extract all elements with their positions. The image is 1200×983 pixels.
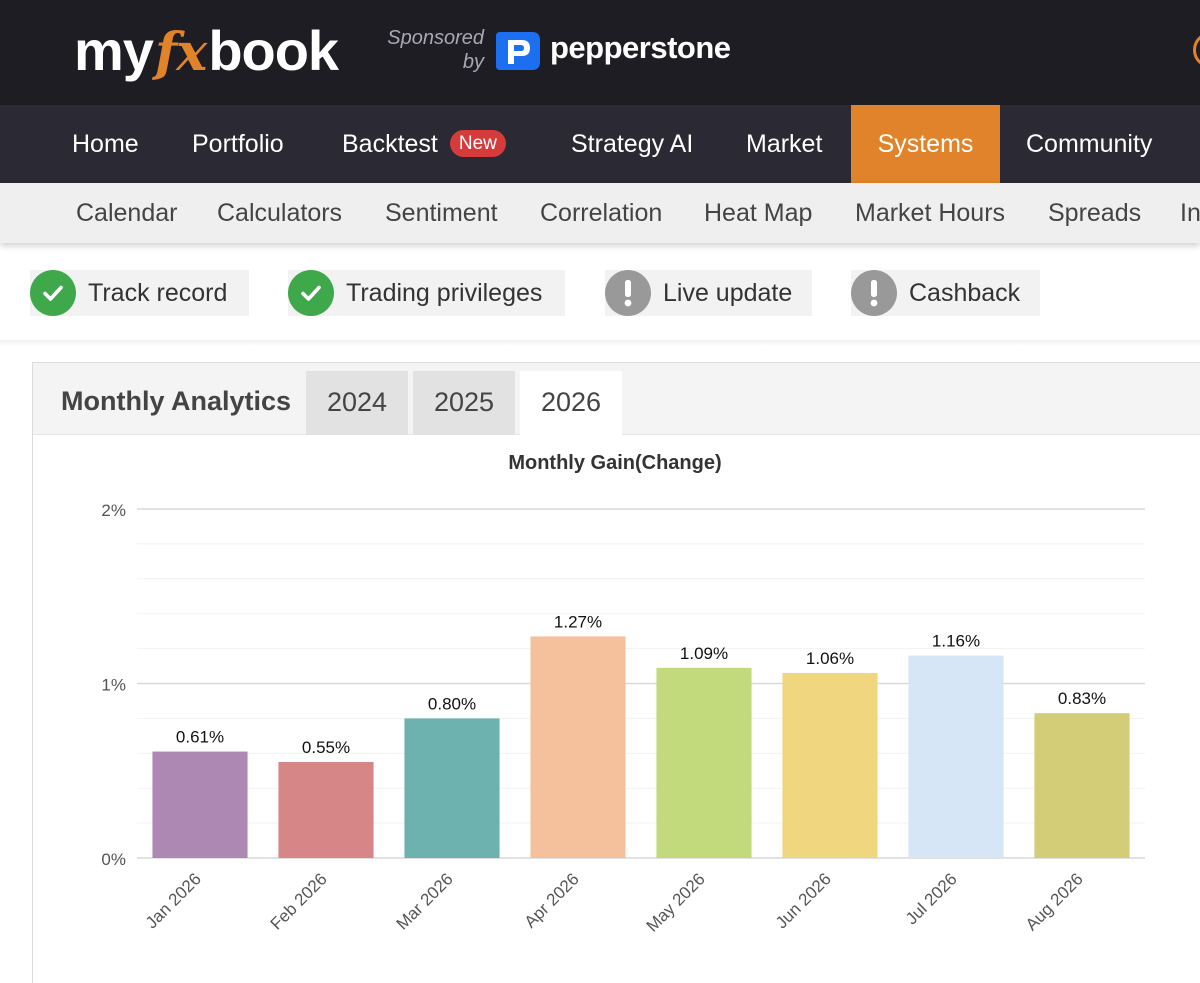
bar-data-label: 0.80% <box>428 694 476 713</box>
status-chip-live-update: Live update <box>605 270 812 316</box>
tab-2026[interactable]: 2026 <box>520 371 622 436</box>
x-tick-label: Aug 2026 <box>1022 869 1087 934</box>
pepperstone-logo-icon[interactable] <box>494 28 542 72</box>
chart-bar[interactable] <box>404 718 500 858</box>
nav-item-market[interactable]: Market <box>746 105 822 183</box>
subnav-item-sentiment[interactable]: Sentiment <box>385 199 498 227</box>
sponsored-line: Sponsored <box>387 27 484 49</box>
x-tick-label: Jul 2026 <box>902 869 961 928</box>
x-tick-label: Jun 2026 <box>772 869 835 932</box>
nav-item-label: Strategy AI <box>571 130 694 158</box>
nav-item-backtest[interactable]: Backtest New <box>342 105 506 183</box>
panel-title: Monthly Analytics <box>61 386 292 416</box>
x-tick-label: Jan 2026 <box>142 869 205 932</box>
bar-data-label: 0.83% <box>1058 689 1106 708</box>
main-nav: Home Portfolio Backtest New Strategy AI M… <box>0 105 1200 183</box>
chart-bar[interactable] <box>656 667 752 858</box>
monthly-analytics-panel: Monthly Analytics 2024 2025 2026 <box>32 362 1200 983</box>
y-tick-label: 2% <box>101 501 126 520</box>
chart-bar[interactable] <box>278 762 374 858</box>
status-chip-label: Cashback <box>909 278 1021 307</box>
chart-bar[interactable] <box>908 655 1004 858</box>
chart-x-axis: Jan 2026 Feb 2026 Mar 2026 Apr 2026 May 2026… <box>142 869 1087 935</box>
nav-item-portfolio[interactable]: Portfolio <box>192 105 284 183</box>
status-chip-cashback: Cashback <box>851 270 1040 316</box>
nav-item-strategy-ai[interactable]: Strategy AI <box>571 105 693 183</box>
chart-bar[interactable] <box>530 636 626 858</box>
panel-header: Monthly Analytics 2024 2025 2026 <box>33 363 1200 436</box>
sponsored-by-label: Sponsored by <box>382 26 484 74</box>
chart-bar[interactable] <box>1034 713 1130 858</box>
chart-bar[interactable] <box>782 673 878 858</box>
chart-bars: 0.61% 0.55% 0.80% 1.27% 1.09% 1.06% 1.16% 0.83% <box>152 612 1130 858</box>
nav-item-home[interactable]: Home <box>72 105 139 183</box>
x-tick-label: Mar 2026 <box>393 869 457 933</box>
chart-y-axis: 0% 1% 2% <box>101 501 126 869</box>
status-chip-track-record: Track record <box>30 270 249 316</box>
nav-item-label: Community <box>1026 130 1153 158</box>
nav-item-community[interactable]: Community <box>1026 105 1152 183</box>
brand-bar: my fx book Sponsored by pepperstone <box>0 0 1200 105</box>
logo-text-book: book <box>208 19 339 82</box>
y-tick-label: 1% <box>101 676 126 695</box>
bar-data-label: 0.55% <box>302 738 350 757</box>
bar-data-label: 1.16% <box>932 632 980 651</box>
nav-item-label: Backtest <box>342 130 438 158</box>
tab-2024[interactable]: 2024 <box>306 371 408 435</box>
x-tick-label: May 2026 <box>643 869 709 935</box>
nav-item-label: Market <box>746 130 823 158</box>
status-chip-trading-privileges: Trading privileges <box>288 270 565 316</box>
subnav-item-calculators[interactable]: Calculators <box>217 199 343 227</box>
logo-text-my: my <box>74 19 154 82</box>
sub-nav: Calendar Calculators Sentiment Correlati… <box>0 183 1200 243</box>
subnav-item-truncated[interactable]: In <box>1180 199 1200 227</box>
x-tick-label: Apr 2026 <box>521 869 583 931</box>
sponsor-name[interactable]: pepperstone <box>550 30 731 65</box>
subnav-item-correlation[interactable]: Correlation <box>540 199 663 227</box>
exclamation-icon <box>605 270 651 316</box>
nav-item-label: Systems <box>877 130 974 158</box>
chart-title: Monthly Gain(Change) <box>508 452 721 474</box>
nav-item-label: Home <box>72 130 139 158</box>
myfxbook-logo[interactable]: my fx book <box>74 18 339 88</box>
subnav-item-market-hours[interactable]: Market Hours <box>855 199 1006 227</box>
nav-item-systems[interactable]: Systems <box>851 105 1000 183</box>
y-tick-label: 0% <box>101 850 126 869</box>
subnav-item-heat-map[interactable]: Heat Map <box>704 199 813 227</box>
subnav-item-spreads[interactable]: Spreads <box>1048 199 1142 227</box>
bar-data-label: 1.27% <box>554 612 602 631</box>
nav-item-label: Portfolio <box>192 130 284 158</box>
exclamation-icon <box>851 270 897 316</box>
tab-2025[interactable]: 2025 <box>413 371 515 435</box>
check-icon <box>30 270 76 316</box>
status-chip-label: Live update <box>663 278 793 307</box>
section-divider <box>0 340 1200 346</box>
new-badge: New <box>449 130 506 157</box>
sponsored-by-line: by <box>462 51 484 73</box>
bar-data-label: 0.61% <box>176 728 224 747</box>
status-chip-label: Track record <box>88 278 228 307</box>
bar-data-label: 1.06% <box>806 649 854 668</box>
chart-bar[interactable] <box>152 751 248 858</box>
subnav-item-calendar[interactable]: Calendar <box>76 199 178 227</box>
x-tick-label: Feb 2026 <box>267 869 331 933</box>
check-icon <box>288 270 334 316</box>
logo-text-fx: fx <box>154 22 207 83</box>
status-chip-label: Trading privileges <box>346 278 543 307</box>
bar-data-label: 1.09% <box>680 644 728 663</box>
